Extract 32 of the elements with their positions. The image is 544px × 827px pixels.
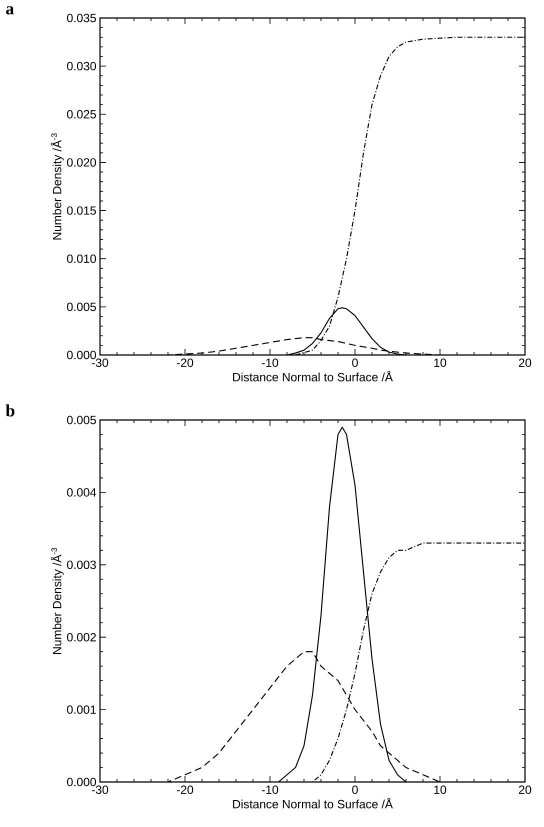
x-tick-label: 0 [352,786,358,794]
y-tick-label: 0.000 [67,350,96,360]
y-tick-label: 0.004 [67,488,96,497]
y-tick-label: 0.000 [67,778,96,786]
x-tick-label: 0 [352,358,358,367]
x-tick-label: -20 [176,786,194,794]
y-tick-label: 0.035 [67,14,96,22]
x-tick-label: -10 [262,786,278,794]
x-tick-label: 10 [434,786,446,794]
x-axis-title: Distance Normal to Surface /Å [233,370,393,382]
x-axis-title: Distance Normal to Surface /Å [233,798,393,808]
x-tick-label: -10 [262,358,278,367]
x-tick-label: -20 [176,358,194,367]
x-tick-label: -30 [92,786,108,794]
chart-title: b [6,404,14,416]
y-tick-label: 0.005 [67,302,96,312]
y-tick-label: 0.025 [67,110,96,118]
x-tick-label: -30 [92,358,108,367]
y-tick-label: 0.010 [67,254,96,263]
y-tick-label: 0.015 [67,206,96,215]
y-axis-title: Number Density /Å$^{-3}$ [50,548,64,654]
x-tick-label: 10 [434,358,446,367]
x-tick-label: 20 [518,786,532,794]
y-tick-label: 0.003 [67,560,96,570]
y-tick-label: 0.001 [67,705,96,714]
y-tick-label: 0.020 [67,158,96,167]
x-tick-label: 20 [518,358,532,367]
chart-title: a [6,6,14,14]
y-axis-title: Number Density /Å$^{-3}$ [50,133,64,240]
y-tick-label: 0.005 [67,416,96,424]
y-tick-label: 0.002 [67,632,96,642]
y-tick-label: 0.030 [67,62,96,70]
